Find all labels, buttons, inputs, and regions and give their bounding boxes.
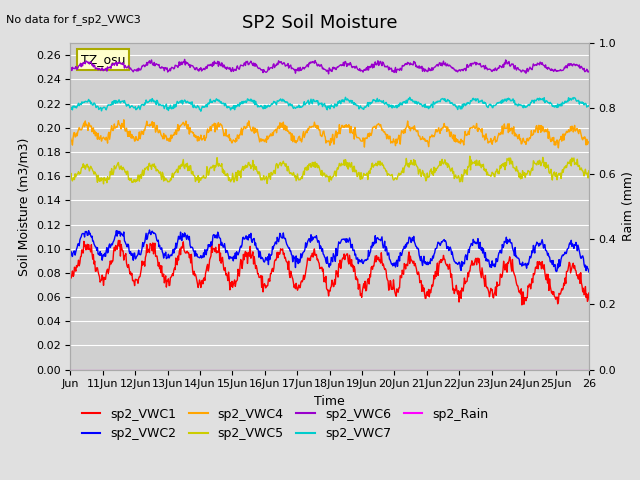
Text: No data for f_sp2_VWC3: No data for f_sp2_VWC3 bbox=[6, 14, 141, 25]
X-axis label: Time: Time bbox=[314, 395, 345, 408]
Y-axis label: Soil Moisture (m3/m3): Soil Moisture (m3/m3) bbox=[17, 137, 30, 276]
Text: TZ_osu: TZ_osu bbox=[81, 53, 125, 66]
Y-axis label: Raim (mm): Raim (mm) bbox=[622, 171, 635, 241]
Text: SP2 Soil Moisture: SP2 Soil Moisture bbox=[243, 14, 397, 33]
Legend: sp2_VWC1, sp2_VWC2, sp2_VWC4, sp2_VWC5, sp2_VWC6, sp2_VWC7, sp2_Rain: sp2_VWC1, sp2_VWC2, sp2_VWC4, sp2_VWC5, … bbox=[77, 403, 493, 445]
